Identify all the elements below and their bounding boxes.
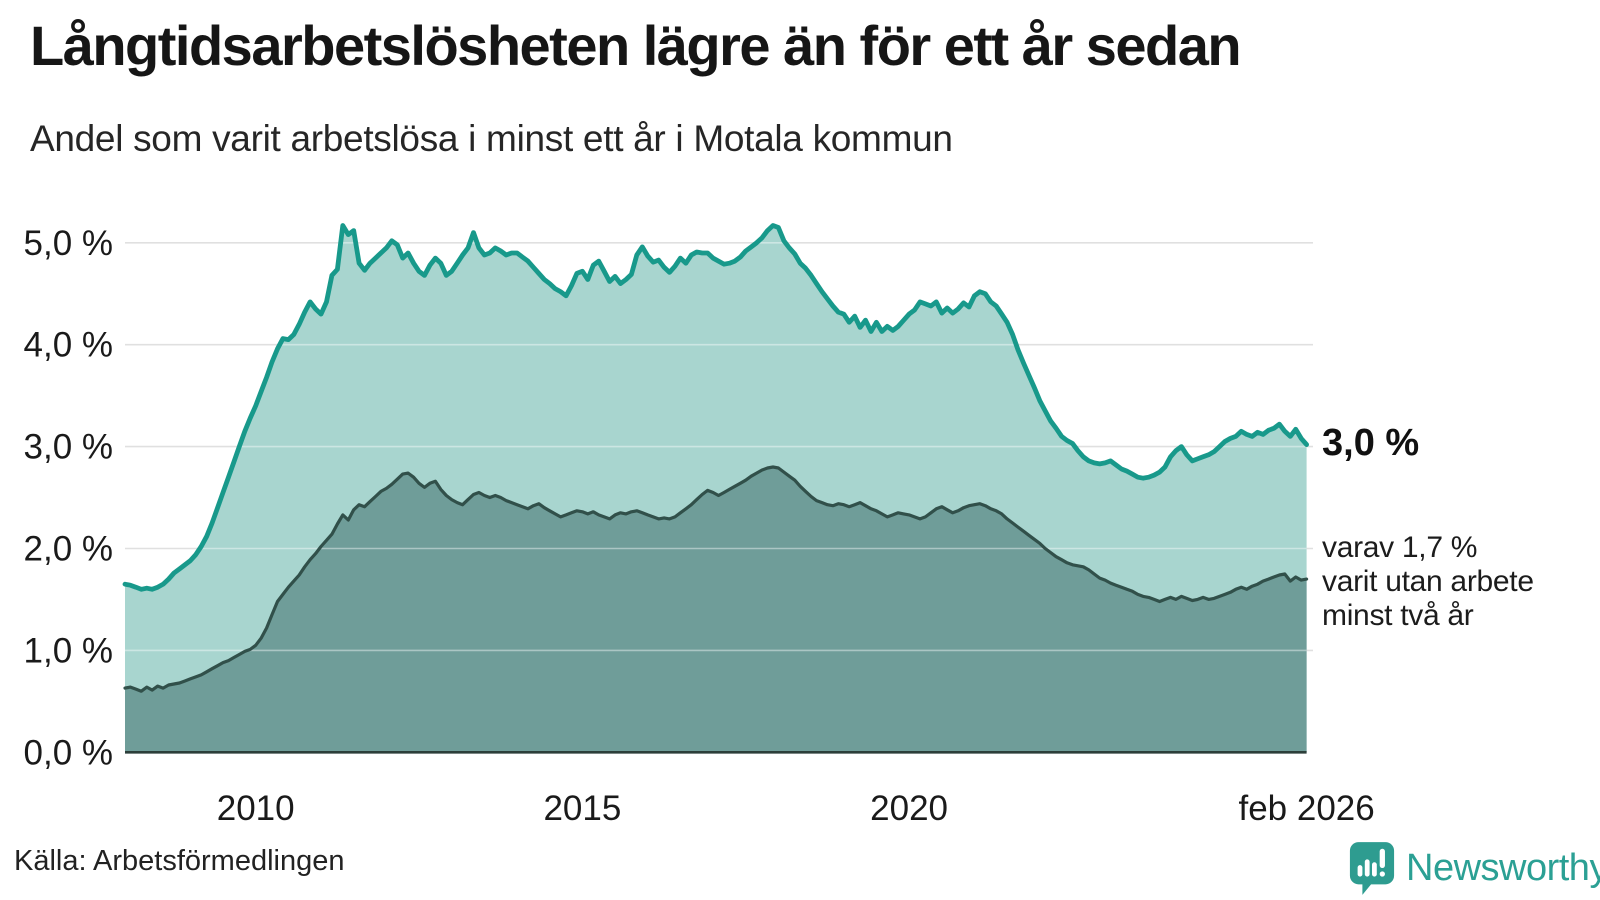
latest-value-label: 3,0 % — [1322, 422, 1420, 464]
exclamation-dot-icon — [1379, 871, 1385, 877]
bar-icon-3 — [1372, 862, 1377, 877]
two-year-annotation-line3: minst två år — [1322, 599, 1474, 632]
y-axis-labels: 0,0 % 1,0 % 2,0 % 3,0 % 4,0 % 5,0 % — [24, 224, 114, 772]
source-note: Källa: Arbetsförmedlingen — [14, 845, 345, 877]
newsworthy-logo-icon — [1349, 842, 1395, 895]
page-subtitle: Andel som varit arbetslösa i minst ett å… — [30, 118, 953, 159]
newsworthy-logo-text: Newsworthy — [1406, 846, 1600, 889]
page-title: Långtidsarbetslösheten lägre än för ett … — [30, 14, 1242, 77]
newsworthy-logo: Newsworthy — [1348, 840, 1600, 896]
line-two-year-unemployed — [123, 465, 1309, 693]
x-tick-label: feb 2026 — [1238, 789, 1374, 828]
two-year-annotation: varav 1,7 % varit utan arbete minst två … — [1322, 531, 1592, 633]
x-tick-label: 2010 — [217, 789, 295, 828]
y-tick-label: 0,0 % — [24, 733, 114, 772]
bar-icon-2 — [1364, 859, 1370, 877]
y-tick-label: 4,0 % — [24, 326, 114, 365]
y-tick-label: 2,0 % — [24, 530, 114, 569]
y-tick-label: 3,0 % — [24, 428, 114, 467]
y-tick-label: 1,0 % — [24, 631, 114, 670]
x-tick-label: 2020 — [870, 789, 948, 828]
x-tick-label: 2015 — [543, 789, 621, 828]
area-two-year-unemployed — [125, 467, 1307, 753]
two-year-annotation-line2: varit utan arbete — [1322, 565, 1534, 598]
two-year-annotation-line1: varav 1,7 % — [1322, 531, 1478, 564]
exclamation-stem-icon — [1379, 848, 1385, 868]
line-total-unemployed — [122, 223, 1309, 592]
x-axis-labels: 2010 2015 2020 feb 2026 — [217, 789, 1375, 828]
bar-icon-1 — [1357, 865, 1363, 877]
y-tick-label: 5,0 % — [24, 224, 114, 263]
